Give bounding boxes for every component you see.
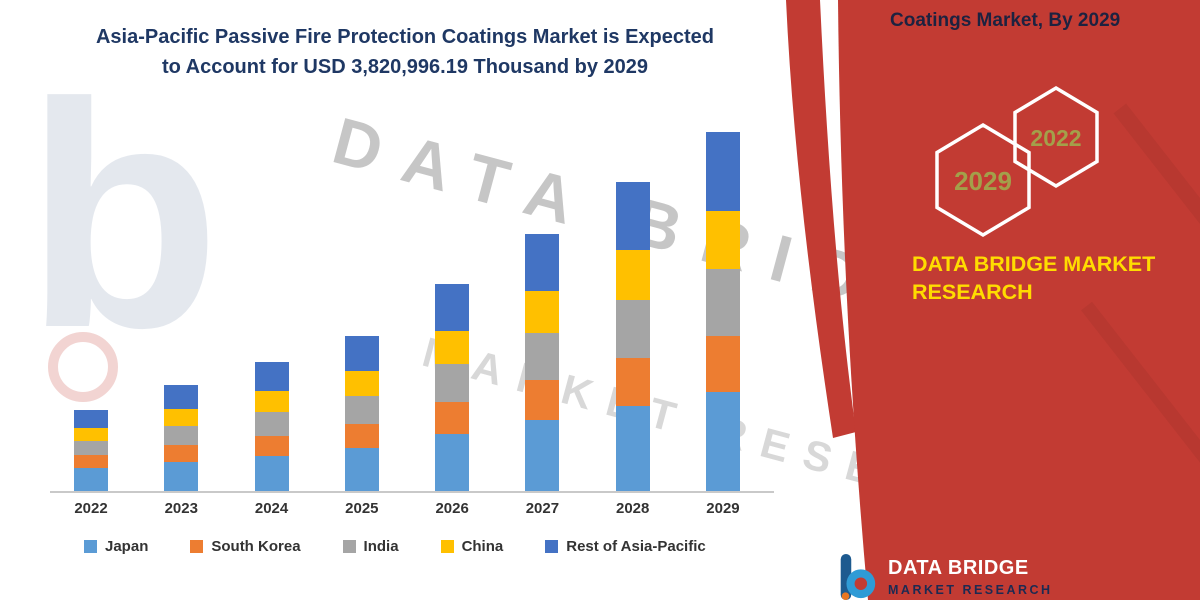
bar-segment	[344, 335, 379, 371]
legend-item: India	[342, 538, 399, 555]
x-label: 2028	[616, 500, 650, 517]
x-label: 2024	[254, 500, 289, 517]
bar-2029	[705, 131, 740, 492]
bar-segment	[525, 234, 560, 291]
bar-segment	[705, 391, 740, 492]
bar-segment	[164, 384, 199, 409]
footer-logo-name: DATA BRIDGE	[888, 557, 1029, 579]
legend-swatch	[342, 540, 356, 553]
hexagon-2022	[1013, 85, 1099, 189]
x-label: 2026	[435, 500, 469, 517]
bar-segment	[254, 455, 289, 492]
bar-segment	[435, 401, 470, 434]
legend-label: India	[363, 538, 399, 555]
databridge-logo-icon	[840, 554, 876, 600]
legend-item: China	[440, 538, 504, 555]
footer-logo: DATA BRIDGE MARKET RESEARCH	[836, 554, 1053, 600]
bar-segment	[525, 419, 560, 492]
x-label: 2029	[706, 500, 740, 517]
bar-segment	[615, 182, 650, 251]
x-label: 2027	[525, 500, 560, 517]
bar-2022	[74, 409, 108, 492]
legend-swatch	[440, 540, 454, 553]
bar-segment	[525, 379, 560, 420]
bar-segment	[254, 390, 289, 412]
bar-segment	[615, 250, 650, 301]
bar-segment	[525, 332, 560, 380]
x-label: 2023	[164, 500, 198, 517]
footer-logo-sub: MARKET RESEARCH	[888, 583, 1053, 597]
bar-segment	[525, 290, 560, 333]
bar-segment	[705, 269, 740, 336]
bar-segment	[164, 444, 199, 462]
legend-swatch	[84, 540, 97, 553]
bar-segment	[344, 447, 379, 492]
bar-2024	[254, 361, 289, 492]
chart-title: Asia-Pacific Passive Fire Protection Coa…	[55, 22, 755, 82]
chart-title-line1: Asia-Pacific Passive Fire Protection Coa…	[95, 26, 714, 48]
bar-segment	[435, 284, 470, 331]
bar-segment	[74, 428, 108, 441]
brand-text-line1: DATA BRIDGE MARKET	[912, 252, 1156, 276]
bar-segment	[615, 300, 650, 358]
bar-segment	[254, 361, 289, 391]
chart-legend: Japan South Korea India China Rest of Asia-P…	[84, 538, 706, 555]
x-axis-line	[50, 491, 774, 493]
bar-segment	[615, 405, 650, 492]
chart-title-line2: to Account for USD 3,820,996.19 Thousand…	[161, 56, 649, 78]
red-stripe	[786, 0, 856, 438]
bar-segment	[435, 363, 470, 402]
bar-segment	[344, 423, 379, 448]
legend-swatch	[190, 540, 204, 553]
bar-segment	[435, 433, 470, 492]
legend-label: Rest of Asia-Pacific	[566, 538, 706, 555]
bar-segment	[164, 408, 199, 426]
bar-segment	[74, 409, 108, 428]
bar-segment	[615, 357, 650, 406]
bar-2027	[525, 234, 560, 492]
bar-segment	[705, 335, 740, 392]
bar-2023	[164, 384, 199, 492]
bar-segment	[164, 425, 199, 445]
bar-segment	[435, 330, 470, 364]
bar-2026	[435, 284, 470, 492]
bar-segment	[344, 370, 379, 396]
bar-segment	[344, 395, 379, 424]
bar-segment	[254, 411, 289, 436]
legend-item: South Korea	[190, 538, 301, 555]
x-axis-labels: 2022 2023 2024 2025 2026 2027 2028 2029	[74, 500, 740, 517]
bar-segment	[74, 441, 108, 455]
bar-segment	[254, 435, 289, 456]
legend-label: Japan	[105, 538, 149, 555]
x-label: 2022	[74, 500, 108, 517]
panel-watermark-streak	[1081, 301, 1200, 547]
footer-logo-text: DATA BRIDGE MARKET RESEARCH	[888, 554, 1053, 597]
hexagon-2029-label: 2029	[954, 166, 1012, 196]
x-label: 2025	[345, 500, 379, 517]
watermark-logo-b: b	[25, 36, 221, 394]
legend-item: Rest of Asia-Pacific	[545, 538, 706, 555]
legend-item: Japan	[84, 538, 148, 555]
hexagon-2029	[935, 122, 1031, 238]
bar-segment	[164, 461, 199, 492]
watermark-logo-ring	[48, 332, 118, 402]
hexagon-2022-label: 2022	[1030, 125, 1081, 151]
legend-swatch	[545, 540, 559, 553]
legend-label: China	[461, 538, 504, 555]
brand-text: DATA BRIDGE MARKET RESEARCH	[912, 250, 1162, 306]
bar-2025	[344, 335, 379, 492]
bar-2028	[615, 182, 650, 492]
legend-label: South Korea	[211, 538, 301, 555]
bar-segment	[705, 131, 740, 212]
bar-segment	[74, 455, 108, 468]
panel-heading: Coatings Market, By 2029	[890, 10, 1121, 31]
bar-segment	[705, 211, 740, 270]
brand-text-line2: RESEARCH	[912, 280, 1033, 304]
bar-segment	[74, 468, 108, 492]
bar-chart	[74, 131, 740, 492]
